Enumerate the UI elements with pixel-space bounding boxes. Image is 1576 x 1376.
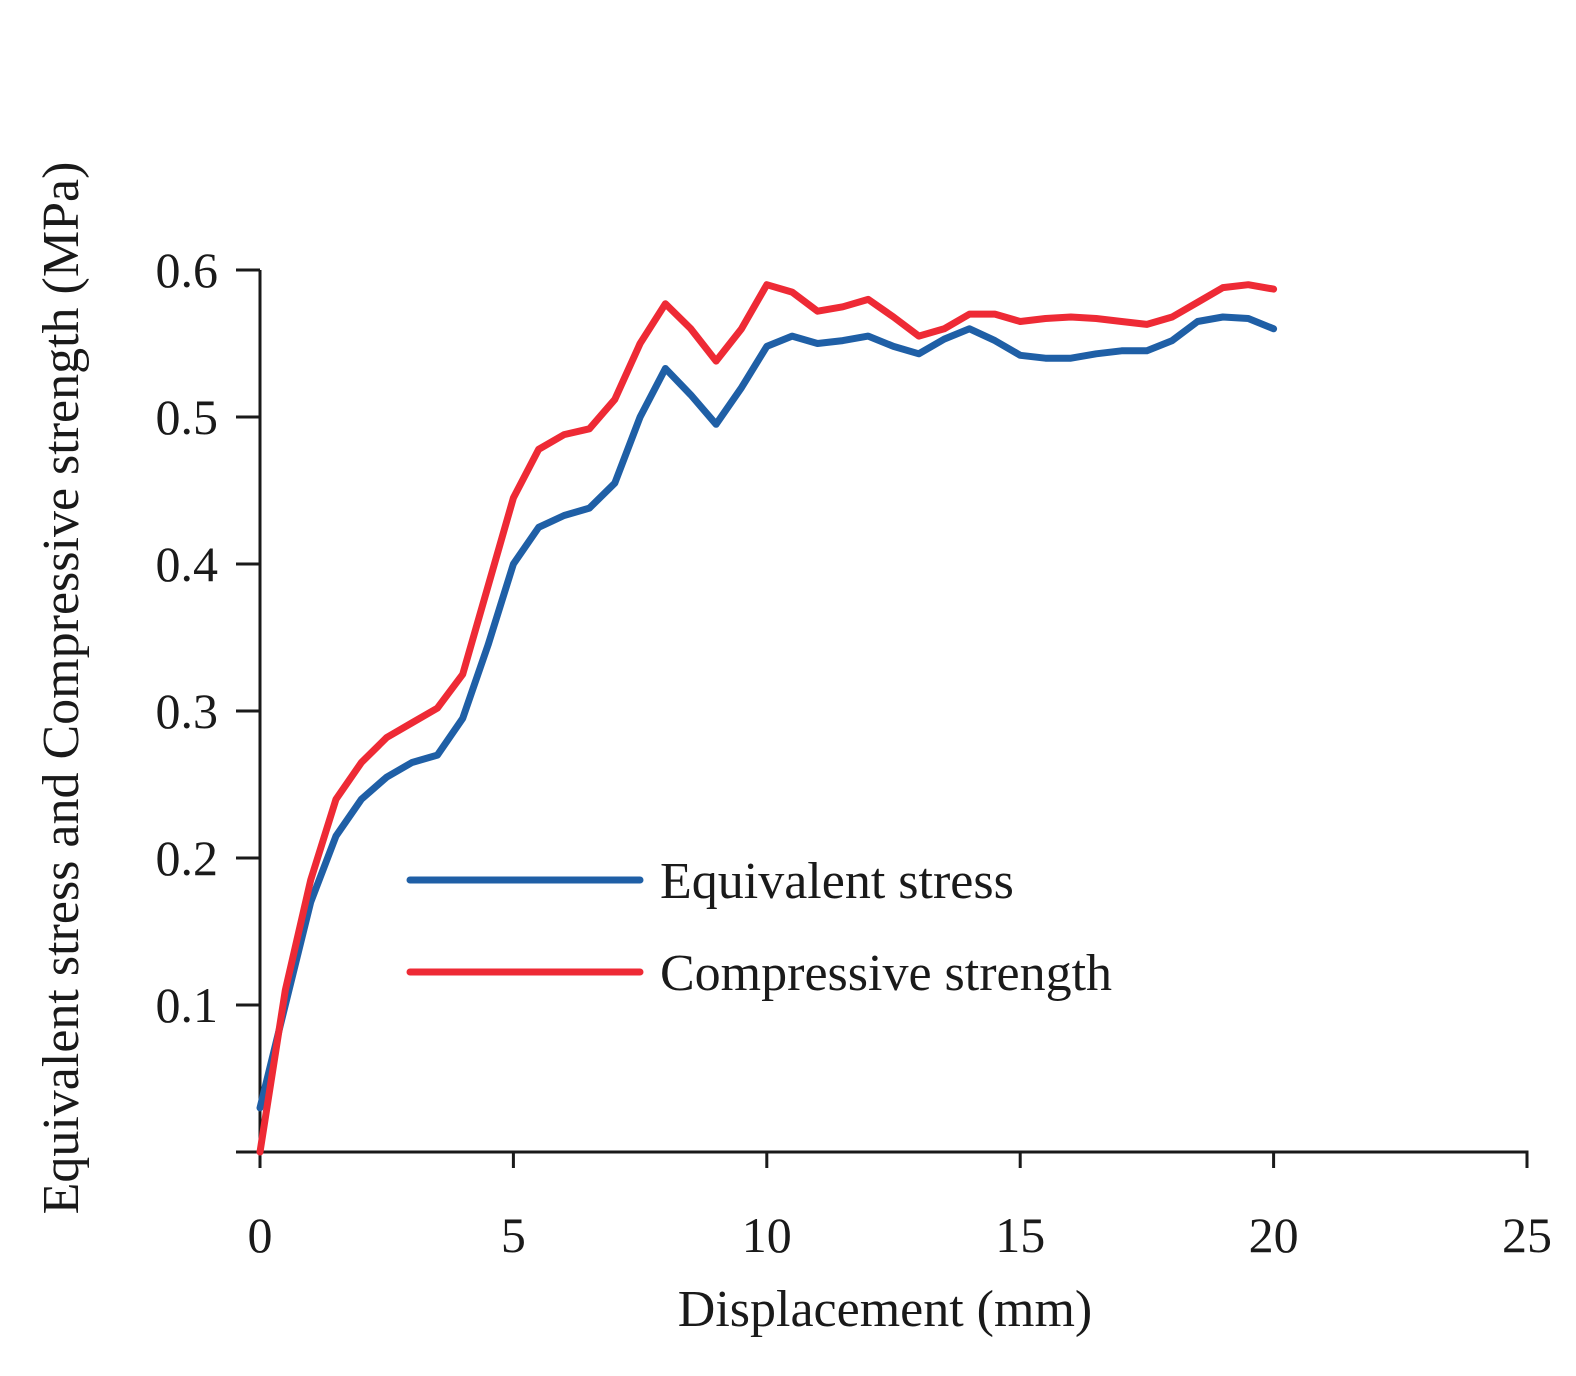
x-tick-label-5: 5 [501,1207,526,1263]
legend-label-equivalent-stress: Equivalent stress [660,853,1014,910]
legend-label-compressive-strength: Compressive strength [660,945,1112,1002]
y-axis-title: Equivalent stress and Compressive streng… [33,162,90,1215]
x-axis-title: Displacement (mm) [678,1281,1092,1338]
y-tick-label-0.5: 0.5 [156,389,219,445]
y-tick-label-0.2: 0.2 [156,830,219,886]
series-layer [256,281,1278,1156]
x-tick-label-0: 0 [248,1207,273,1263]
y-tick-label-0.4: 0.4 [156,536,219,592]
y-tick-label-0.3: 0.3 [156,683,219,739]
x-tick-label-25: 25 [1502,1207,1552,1263]
series-line-equivalent-stress [256,313,1278,1112]
x-tick-label-20: 20 [1249,1207,1299,1263]
legend: Equivalent stress Compressive strength [406,853,1112,1002]
x-tick-label-10: 10 [742,1207,792,1263]
y-tick-label-0.1: 0.1 [156,977,219,1033]
axes: 0 5 10 15 20 25 0.1 0.2 0.3 0.4 0.5 0.6 [156,242,1553,1263]
x-tick-label-15: 15 [995,1207,1045,1263]
y-tick-label-0.6: 0.6 [156,242,219,298]
series-line-compressive-strength [256,281,1278,1156]
